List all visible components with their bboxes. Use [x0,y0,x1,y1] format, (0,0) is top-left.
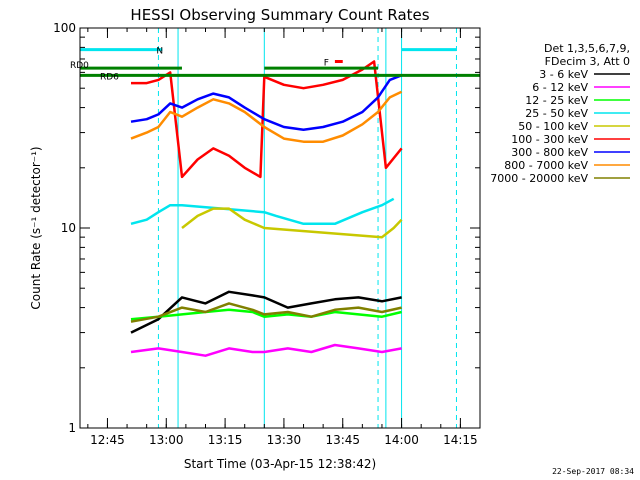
legend-label-2: 12 - 25 keV [525,94,588,107]
legend-label-6: 300 - 800 keV [511,146,588,159]
series-line-0 [130,290,402,334]
x-tick-label: 13:00 [149,433,184,447]
x-axis-label: Start Time (03-Apr-15 12:38:42) [184,457,376,471]
flag-label-f: F [324,58,329,68]
legend-label-4: 50 - 100 keV [518,120,588,133]
series-line-7 [130,90,403,143]
x-tick-label: 13:30 [267,433,302,447]
y-tick-label: 1 [68,421,76,435]
chart-title: HESSI Observing Summary Count Rates [130,6,429,24]
legend-label-0: 3 - 6 keV [539,68,588,81]
series-line-8 [130,302,402,323]
y-tick-label: 10 [61,221,76,235]
x-tick-label: 14:15 [443,433,478,447]
x-tick-label: 14:00 [384,433,419,447]
series-line-6 [130,74,403,131]
flag-label-n: N [156,47,163,57]
legend-label-5: 100 - 300 keV [511,133,588,146]
footer-date: 22-Sep-2017 08:34 [552,467,634,476]
legend-label-8: 7000 - 20000 keV [490,172,588,185]
y-tick-label: 100 [53,21,76,35]
legend: Det 1,3,5,6,7,9,FDecim 3, Att 03 - 6 keV… [490,42,630,185]
series-line-4 [181,207,403,239]
legend-label-3: 25 - 50 keV [525,107,588,120]
x-tick-label: 13:15 [208,433,243,447]
series-line-1 [130,343,402,357]
legend-header-1: FDecim 3, Att 0 [545,55,630,68]
legend-label-7: 800 - 7000 keV [504,159,588,172]
legend-header-0: Det 1,3,5,6,7,9, [544,42,630,55]
series-line-2 [130,308,402,321]
y-axis-label: Count Rate (s⁻¹ detector⁻¹) [29,146,43,309]
x-tick-label: 13:45 [325,433,360,447]
legend-label-1: 6 - 12 keV [532,81,588,94]
series-line-3 [130,197,395,226]
x-tick-label: 12:45 [90,433,125,447]
flag-label-rd6: RD6 [100,72,119,82]
